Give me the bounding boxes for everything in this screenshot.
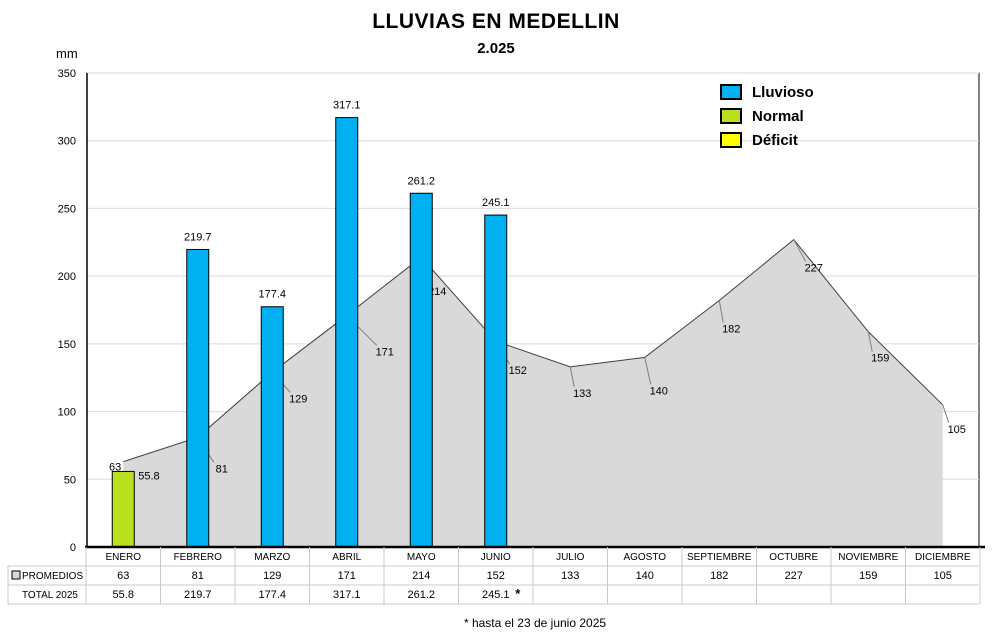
table-row-label-total: TOTAL 2025 bbox=[22, 590, 78, 601]
average-leader-line bbox=[942, 404, 950, 423]
average-line bbox=[123, 238, 944, 463]
x-tick-label: AGOSTO bbox=[623, 552, 666, 563]
table-cell-promedio: 63 bbox=[117, 570, 129, 582]
legend: Lluvioso Normal Déficit bbox=[720, 80, 814, 152]
table-cell-promedio: 129 bbox=[263, 570, 281, 582]
average-data-label: 152 bbox=[509, 365, 527, 377]
y-tick-label: 0 bbox=[70, 542, 76, 554]
y-tick-label: 200 bbox=[58, 271, 76, 283]
legend-item-lluvioso: Lluvioso bbox=[720, 80, 814, 104]
y-tick-label: 300 bbox=[58, 136, 76, 148]
bar bbox=[186, 248, 210, 548]
y-axis-unit: mm bbox=[56, 46, 78, 61]
average-data-label: 133 bbox=[573, 388, 591, 400]
bar-data-label: 245.1 bbox=[482, 197, 510, 209]
table-cell-promedio: 105 bbox=[934, 570, 952, 582]
legend-label-deficit: Déficit bbox=[752, 131, 798, 149]
average-data-label: 182 bbox=[722, 324, 740, 336]
bar bbox=[111, 470, 135, 548]
table-cell-promedio: 152 bbox=[487, 570, 505, 582]
x-tick-label: OCTUBRE bbox=[769, 552, 818, 563]
average-data-label: 105 bbox=[948, 424, 966, 436]
bar bbox=[409, 192, 433, 548]
legend-item-deficit: Déficit bbox=[720, 128, 814, 152]
x-tick-label: ENERO bbox=[105, 552, 141, 563]
bar bbox=[484, 214, 508, 548]
table-cell-promedio: 133 bbox=[561, 570, 579, 582]
table-cell-total: 245.1 bbox=[482, 589, 510, 601]
y-tick-label: 350 bbox=[58, 68, 76, 80]
chart-title: LLUVIAS EN MEDELLIN bbox=[372, 10, 620, 33]
bar-data-label: 219.7 bbox=[184, 231, 212, 243]
average-data-label: 227 bbox=[805, 263, 823, 275]
x-tick-label: DICIEMBRE bbox=[915, 552, 971, 563]
average-leader-line bbox=[793, 239, 807, 262]
x-tick-label: JULIO bbox=[556, 552, 585, 563]
table-cell-total: 55.8 bbox=[113, 589, 134, 601]
footnote: * hasta el 23 de junio 2025 bbox=[463, 616, 607, 630]
x-tick-label: SEPTIEMBRE bbox=[687, 552, 752, 563]
average-leader-line bbox=[867, 331, 873, 352]
table-row-label-promedios: PROMEDIOS bbox=[22, 571, 83, 582]
table-cell-promedio: 227 bbox=[785, 570, 803, 582]
x-tick-label: MARZO bbox=[254, 552, 290, 563]
y-tick-label: 250 bbox=[58, 203, 76, 215]
average-area bbox=[123, 239, 943, 547]
legend-item-normal: Normal bbox=[720, 104, 814, 128]
table-cell-promedio: 140 bbox=[636, 570, 654, 582]
legend-swatch-lluvioso bbox=[720, 84, 742, 100]
average-leader-line bbox=[718, 300, 724, 323]
table-cell-promedio: 81 bbox=[192, 570, 204, 582]
x-tick-label: JUNIO bbox=[481, 552, 511, 563]
y-tick-label: 100 bbox=[58, 407, 76, 419]
average-leader-line bbox=[644, 357, 652, 385]
table-cell-total: 317.1 bbox=[333, 589, 361, 601]
bar-data-label: 261.2 bbox=[407, 175, 435, 187]
bar bbox=[260, 306, 284, 548]
table-cell-promedio: 159 bbox=[859, 570, 877, 582]
bar bbox=[335, 117, 359, 548]
average-data-label: 171 bbox=[376, 346, 394, 358]
table-cell-total: 177.4 bbox=[258, 589, 286, 601]
x-tick-label: NOVIEMBRE bbox=[838, 552, 898, 563]
x-tick-label: MAYO bbox=[407, 552, 436, 563]
table-cell-promedio: 214 bbox=[412, 570, 430, 582]
average-leader-line bbox=[569, 366, 575, 387]
average-data-label: 140 bbox=[650, 385, 668, 397]
y-tick-label: 150 bbox=[58, 339, 76, 351]
legend-label-normal: Normal bbox=[752, 107, 804, 125]
legend-label-lluvioso: Lluvioso bbox=[752, 83, 814, 101]
bar-data-label: 55.8 bbox=[138, 470, 159, 482]
table-cell-promedio: 171 bbox=[338, 570, 356, 582]
x-tick-label: ABRIL bbox=[332, 552, 361, 563]
average-data-label: 63 bbox=[109, 462, 121, 474]
chart-subtitle: 2.025 bbox=[477, 40, 515, 57]
average-data-label: 129 bbox=[289, 393, 307, 405]
bar-data-label: 317.1 bbox=[333, 100, 361, 112]
promedios-legend-key bbox=[11, 570, 21, 580]
table-cell-total: 261.2 bbox=[407, 589, 435, 601]
table-total-marker: * bbox=[515, 586, 521, 601]
average-data-label: 81 bbox=[216, 463, 228, 475]
table-cell-total: 219.7 bbox=[184, 589, 212, 601]
average-data-label: 159 bbox=[871, 353, 889, 365]
bar-data-label: 177.4 bbox=[258, 289, 286, 301]
legend-swatch-deficit bbox=[720, 132, 742, 148]
x-tick-label: FEBRERO bbox=[174, 552, 223, 563]
y-tick-label: 50 bbox=[64, 474, 76, 486]
legend-swatch-normal bbox=[720, 108, 742, 124]
table-cell-promedio: 182 bbox=[710, 570, 728, 582]
